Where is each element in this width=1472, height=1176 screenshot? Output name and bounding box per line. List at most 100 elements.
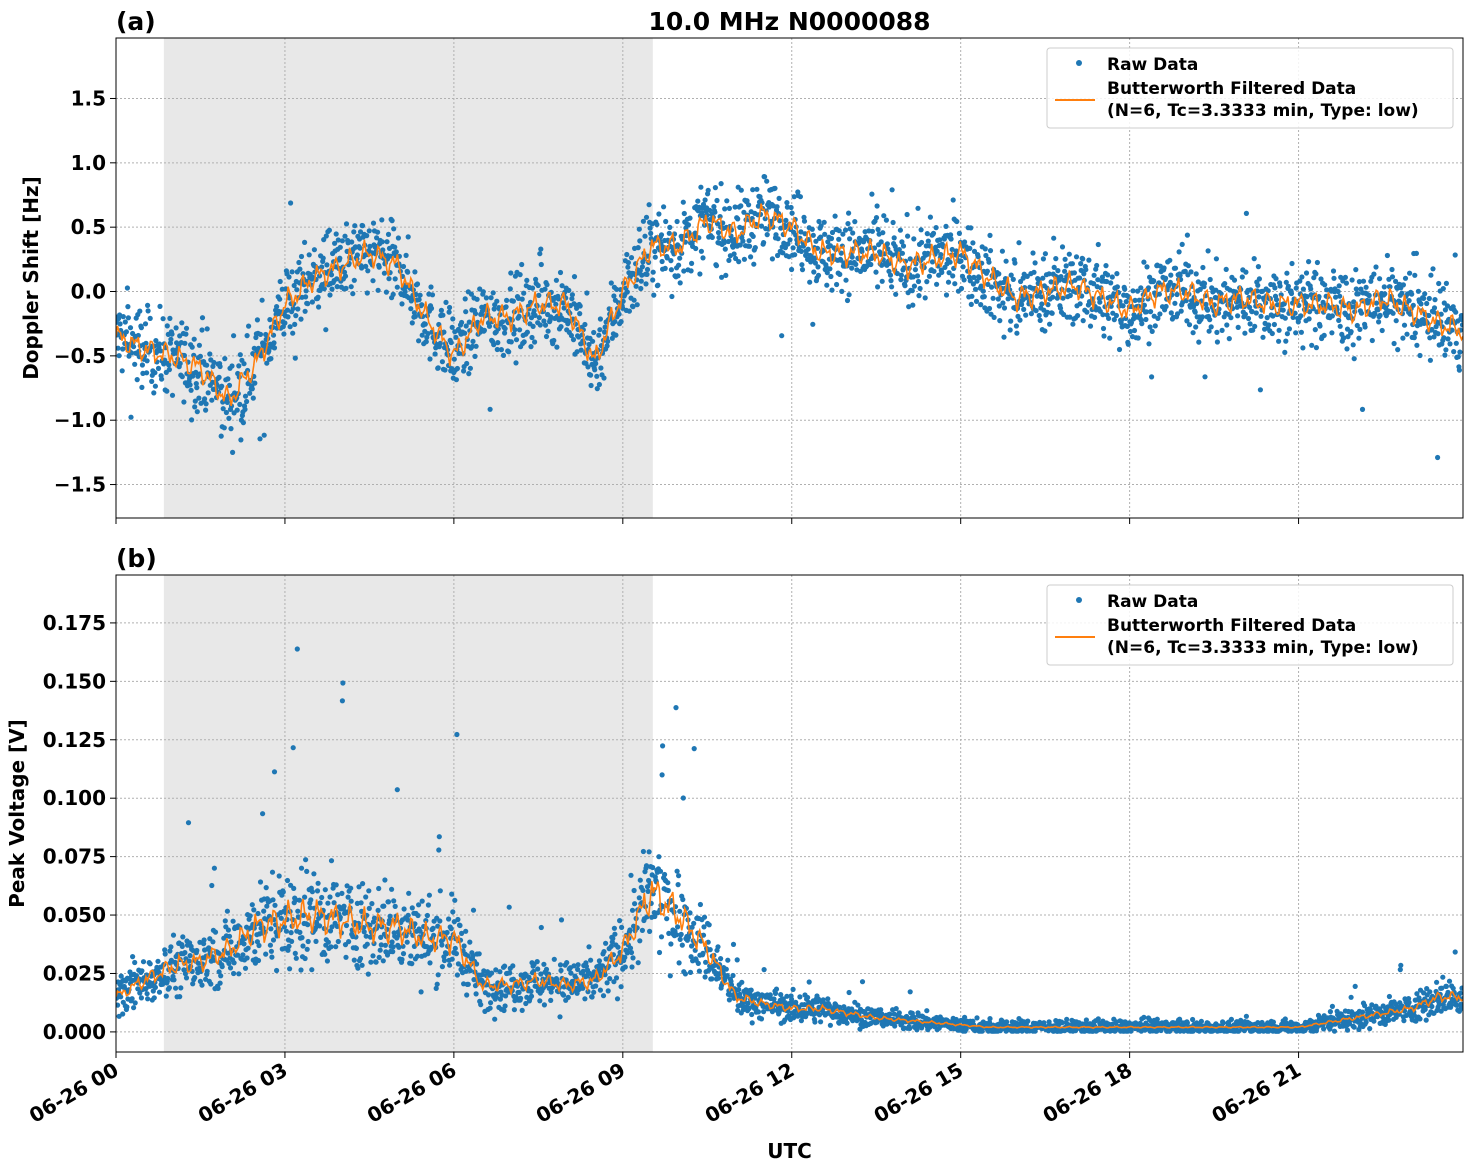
raw-data-point <box>350 291 355 296</box>
raw-data-point <box>997 318 1002 323</box>
raw-data-point <box>1194 271 1199 276</box>
raw-data-point <box>427 893 432 898</box>
raw-data-point <box>461 368 466 373</box>
raw-data-point <box>457 923 462 928</box>
raw-data-point <box>349 899 354 904</box>
raw-data-point <box>251 396 256 401</box>
raw-data-point <box>1075 313 1080 318</box>
raw-data-point <box>1457 350 1462 355</box>
raw-data-point <box>329 858 334 863</box>
raw-data-point <box>1453 310 1458 315</box>
raw-data-point <box>593 361 598 366</box>
raw-data-point <box>828 274 833 279</box>
raw-data-point <box>812 1019 817 1024</box>
raw-data-point <box>1421 296 1426 301</box>
raw-data-point <box>627 927 632 932</box>
raw-data-point <box>188 382 193 387</box>
raw-data-point <box>1382 291 1387 296</box>
raw-data-point <box>1208 277 1213 282</box>
raw-data-point <box>299 866 304 871</box>
raw-data-point <box>623 964 628 969</box>
raw-data-point <box>355 252 360 257</box>
raw-data-point <box>961 264 966 269</box>
raw-data-point <box>270 870 275 875</box>
raw-data-point <box>628 946 633 951</box>
raw-data-point <box>439 308 444 313</box>
raw-data-point <box>1206 248 1211 253</box>
raw-data-point <box>304 869 309 874</box>
raw-data-point <box>471 908 476 913</box>
raw-data-point <box>1200 314 1205 319</box>
raw-data-point <box>1173 266 1178 271</box>
raw-data-point <box>125 285 130 290</box>
raw-data-point <box>155 959 160 964</box>
raw-data-point <box>973 287 978 292</box>
raw-data-point <box>334 882 339 887</box>
raw-data-point <box>659 232 664 237</box>
raw-data-point <box>1067 252 1072 257</box>
raw-data-point <box>981 289 986 294</box>
raw-data-point <box>535 966 540 971</box>
raw-data-point <box>289 930 294 935</box>
raw-data-point <box>799 262 804 267</box>
raw-data-point <box>501 353 506 358</box>
raw-data-point <box>348 886 353 891</box>
raw-data-point <box>748 254 753 259</box>
raw-data-point <box>615 996 620 1001</box>
raw-data-point <box>614 975 619 980</box>
legend-filtered-label: Butterworth Filtered Data <box>1107 79 1356 99</box>
raw-data-point <box>381 958 386 963</box>
raw-data-point <box>640 928 645 933</box>
raw-data-point <box>577 311 582 316</box>
raw-data-point <box>133 1000 138 1005</box>
raw-data-point <box>1444 281 1449 286</box>
raw-data-point <box>1157 292 1162 297</box>
raw-data-point <box>1240 274 1245 279</box>
raw-data-point <box>601 949 606 954</box>
raw-data-point <box>517 990 522 995</box>
raw-data-point <box>206 390 211 395</box>
raw-data-point <box>449 892 454 897</box>
raw-data-point <box>285 314 290 319</box>
raw-data-point <box>850 230 855 235</box>
raw-data-point <box>650 277 655 282</box>
raw-data-point <box>1070 322 1075 327</box>
raw-data-point <box>695 199 700 204</box>
raw-data-point <box>499 347 504 352</box>
raw-data-point <box>810 227 815 232</box>
raw-data-point <box>408 306 413 311</box>
raw-data-point <box>198 354 203 359</box>
raw-data-point <box>161 316 166 321</box>
raw-data-point <box>530 286 535 291</box>
raw-data-point <box>876 227 881 232</box>
raw-data-point <box>396 235 401 240</box>
raw-data-point <box>305 947 310 952</box>
raw-data-point <box>309 967 314 972</box>
raw-data-point <box>513 360 518 365</box>
raw-data-point <box>293 951 298 956</box>
raw-data-point <box>507 905 512 910</box>
raw-data-point <box>1146 341 1151 346</box>
raw-data-point <box>415 913 420 918</box>
raw-data-point <box>747 238 752 243</box>
raw-data-point <box>756 1009 761 1014</box>
raw-data-point <box>535 959 540 964</box>
raw-data-point <box>875 203 880 208</box>
raw-data-point <box>1220 328 1225 333</box>
raw-data-point <box>1066 288 1071 293</box>
raw-data-point <box>269 955 274 960</box>
raw-data-point <box>637 238 642 243</box>
raw-data-point <box>163 951 168 956</box>
raw-data-point <box>474 991 479 996</box>
raw-data-point <box>1222 281 1227 286</box>
raw-data-point <box>1030 250 1035 255</box>
raw-data-point <box>617 918 622 923</box>
raw-data-point <box>477 951 482 956</box>
raw-data-point <box>969 302 974 307</box>
raw-data-point <box>996 271 1001 276</box>
raw-data-point <box>459 320 464 325</box>
raw-data-point <box>207 351 212 356</box>
raw-data-point <box>900 251 905 256</box>
raw-data-point <box>436 847 441 852</box>
raw-data-point <box>374 960 379 965</box>
